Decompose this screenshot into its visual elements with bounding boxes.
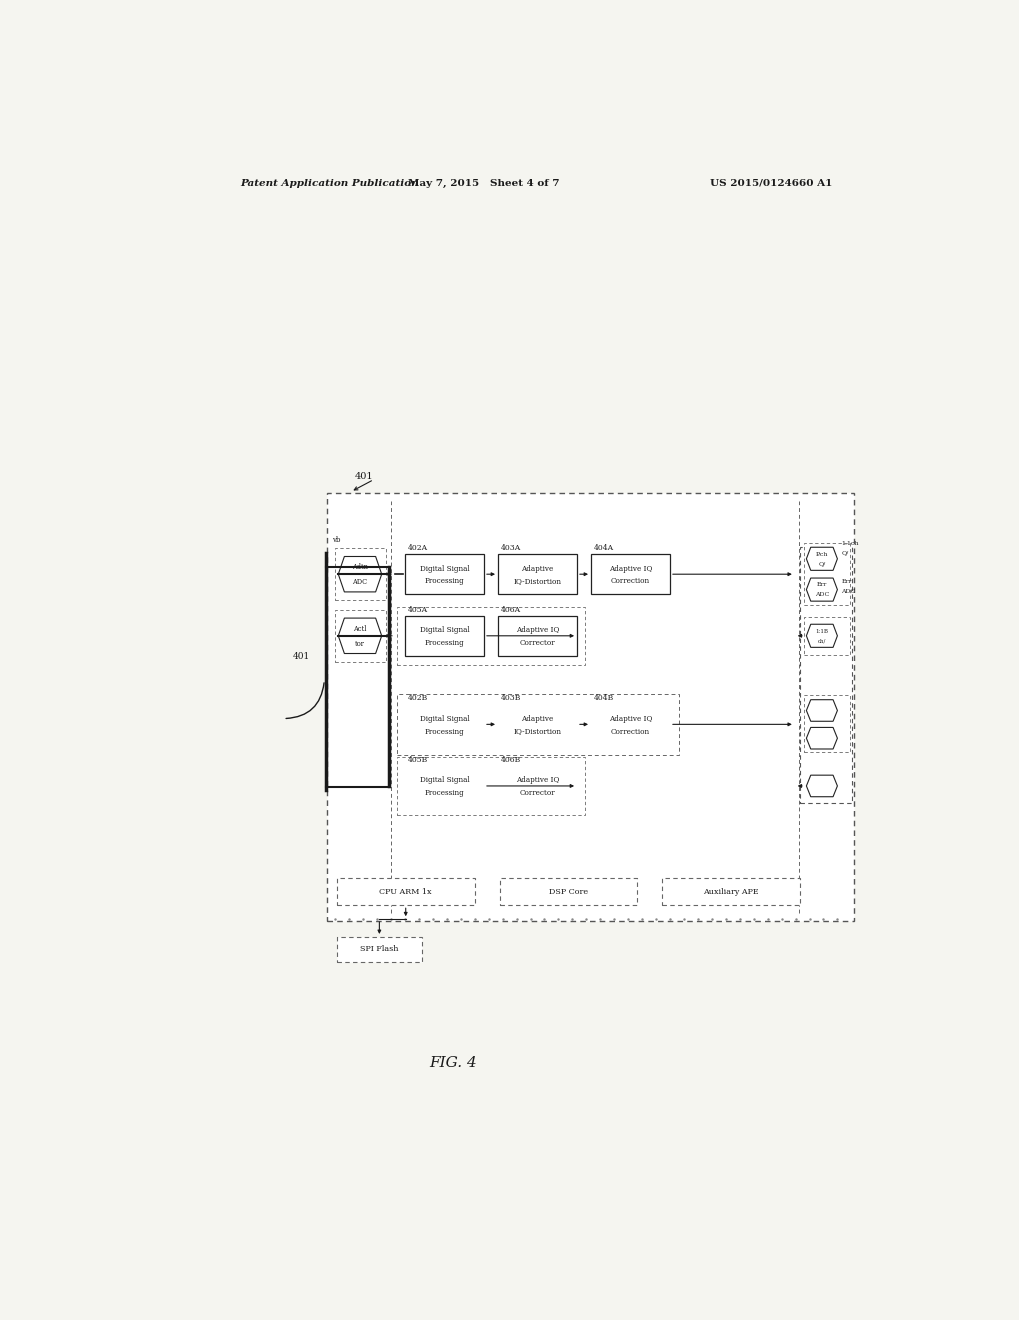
Bar [497, 766, 577, 807]
Polygon shape [806, 775, 837, 797]
Text: 402B: 402B [408, 694, 428, 702]
Text: Adaptive: Adaptive [521, 714, 553, 723]
Text: Processing: Processing [424, 577, 464, 585]
Text: vb: vb [332, 536, 340, 544]
Text: 406B: 406B [500, 756, 521, 764]
Polygon shape [806, 700, 837, 721]
Bar [396, 693, 679, 755]
Text: Digital Signal: Digital Signal [419, 714, 469, 723]
Bar [335, 610, 386, 663]
Text: Corrector: Corrector [519, 789, 554, 797]
Text: Q/: Q/ [817, 562, 824, 566]
Polygon shape [806, 578, 837, 601]
Polygon shape [806, 548, 837, 570]
Text: IQ-Distortion: IQ-Distortion [513, 577, 560, 585]
Bar [336, 937, 422, 961]
Text: 1:1B: 1:1B [814, 628, 827, 634]
Text: Processing: Processing [424, 789, 464, 797]
Bar [335, 548, 386, 601]
Text: 401: 401 [355, 473, 373, 480]
Text: SPI Flash: SPI Flash [360, 945, 398, 953]
Text: 1.1ch: 1.1ch [841, 541, 858, 546]
Text: Processing: Processing [424, 727, 464, 735]
Polygon shape [806, 727, 837, 748]
Bar [396, 607, 584, 665]
Text: Actl: Actl [353, 624, 366, 632]
Bar [661, 878, 800, 906]
Bar [396, 756, 584, 816]
Bar [497, 705, 577, 744]
Text: Processing: Processing [424, 639, 464, 647]
Bar [336, 878, 474, 906]
Text: IQ-Distortion: IQ-Distortion [513, 727, 560, 735]
Bar [405, 705, 484, 744]
Text: ch/: ch/ [817, 639, 825, 644]
Bar [405, 616, 484, 656]
Text: 403A: 403A [500, 544, 521, 552]
Text: Adaptive IQ: Adaptive IQ [516, 776, 558, 784]
Polygon shape [338, 618, 381, 653]
Text: ADC: ADC [841, 589, 855, 594]
Bar [497, 554, 577, 594]
Text: P.ch: P.ch [815, 552, 827, 557]
Text: 405B: 405B [408, 756, 428, 764]
Bar [803, 696, 849, 752]
Text: Correction: Correction [610, 577, 649, 585]
Text: 401: 401 [292, 652, 310, 661]
Text: 404A: 404A [593, 544, 613, 552]
Bar [803, 544, 849, 605]
Text: 406A: 406A [500, 606, 521, 614]
Text: tor: tor [355, 639, 365, 648]
Text: DSP Core: DSP Core [548, 888, 588, 896]
Bar [590, 554, 669, 594]
Text: CPU ARM 1x: CPU ARM 1x [379, 888, 432, 896]
Text: Adaptive IQ: Adaptive IQ [608, 714, 651, 723]
Text: Digital Signal: Digital Signal [419, 626, 469, 634]
Bar [327, 494, 854, 921]
Text: Err: Err [816, 582, 826, 587]
Text: Corrector: Corrector [519, 639, 554, 647]
Bar [590, 705, 669, 744]
Text: US 2015/0124660 A1: US 2015/0124660 A1 [709, 178, 832, 187]
Polygon shape [806, 624, 837, 647]
Bar [405, 766, 484, 807]
Text: Auxiliary APE: Auxiliary APE [703, 888, 758, 896]
Text: Adaptive IQ: Adaptive IQ [608, 565, 651, 573]
Text: ADC: ADC [814, 593, 828, 598]
Bar [497, 616, 577, 656]
Text: ADC: ADC [353, 578, 367, 586]
Text: Correction: Correction [610, 727, 649, 735]
Polygon shape [338, 557, 381, 591]
Text: Adaptive: Adaptive [521, 565, 553, 573]
Bar [405, 554, 484, 594]
Text: 403B: 403B [500, 694, 521, 702]
Text: Adtn: Adtn [352, 564, 368, 572]
Text: Q/: Q/ [841, 550, 848, 556]
Text: Patent Application Publication: Patent Application Publication [239, 178, 418, 187]
Bar [499, 878, 637, 906]
Text: FIG. 4: FIG. 4 [429, 1056, 477, 1071]
Text: 405A: 405A [408, 606, 428, 614]
Bar [800, 548, 851, 803]
Text: Err: Err [841, 579, 851, 585]
Bar [803, 616, 849, 655]
Text: 404B: 404B [593, 694, 613, 702]
Text: Digital Signal: Digital Signal [419, 565, 469, 573]
Text: May 7, 2015   Sheet 4 of 7: May 7, 2015 Sheet 4 of 7 [408, 178, 559, 187]
Text: Adaptive IQ: Adaptive IQ [516, 626, 558, 634]
Text: 402A: 402A [408, 544, 428, 552]
Text: Digital Signal: Digital Signal [419, 776, 469, 784]
